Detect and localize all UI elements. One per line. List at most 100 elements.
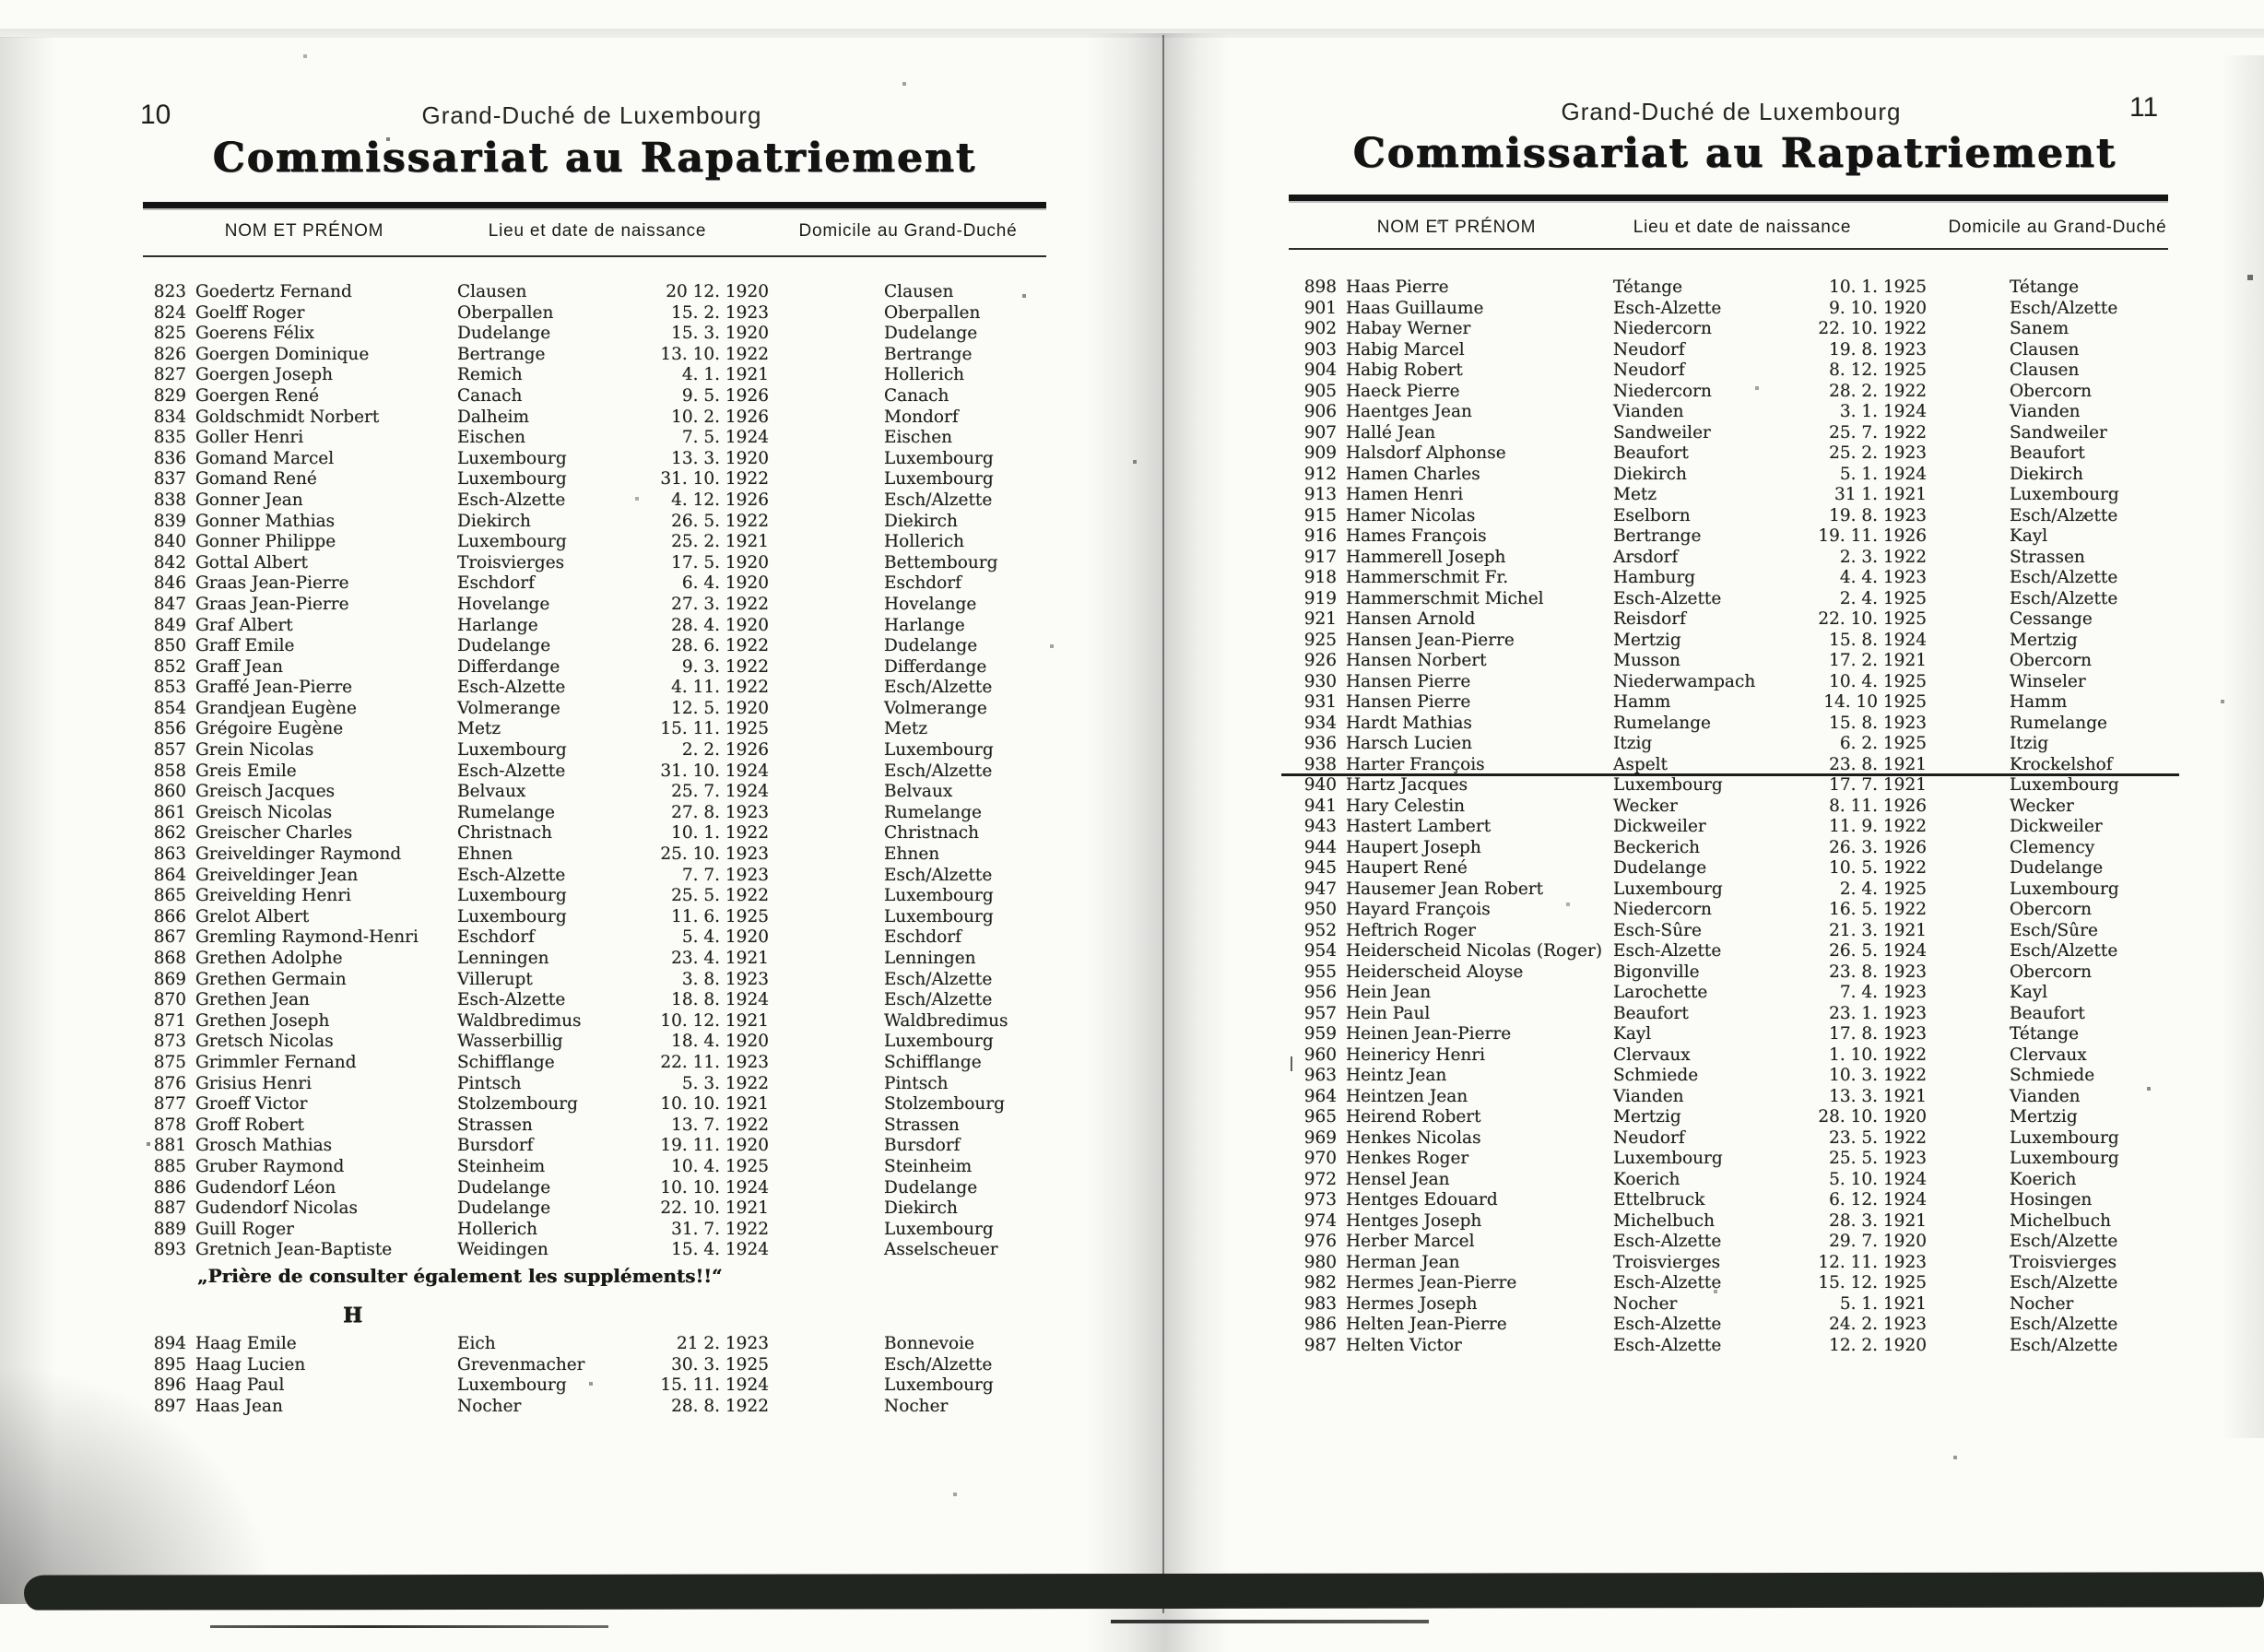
table-row: 902 Habay Werner Niedercorn 22. 10. 1922 San…	[1289, 319, 2168, 340]
cell-name: Gretsch Nicolas	[195, 1032, 334, 1052]
column-header-birth: Lieu et date de naissance	[488, 221, 707, 241]
cell-number: 866	[153, 906, 186, 926]
cell-domicile: Nocher	[2010, 1293, 2074, 1314]
cell-domicile: Rumelange	[2010, 713, 2107, 733]
cell-name: Herman Jean	[1346, 1252, 1460, 1272]
cell-name: Grethen Jean	[195, 990, 310, 1010]
cell-number: 827	[153, 365, 186, 385]
header-rule-thin	[143, 255, 1046, 257]
cell-birthdate: 17. 8. 1923	[1829, 1024, 1927, 1044]
cell-birthplace: Differdange	[457, 656, 560, 677]
cell-domicile: Dickweiler	[2010, 817, 2103, 836]
cell-birthdate: 26. 5. 1924	[1829, 941, 1927, 961]
table-row: 954 Heiderscheid Nicolas (Roger) Esch-Alze…	[1289, 941, 2168, 962]
cell-domicile: Obercorn	[2010, 962, 2093, 982]
cell-number: 945	[1303, 858, 1337, 878]
cell-name: Hentges Joseph	[1346, 1210, 1482, 1231]
cell-birthdate: 25. 5. 1923	[1829, 1149, 1927, 1168]
cell-number: 915	[1303, 505, 1337, 525]
cell-name: Hastert Lambert	[1346, 817, 1492, 836]
cell-name: Graas Jean-Pierre	[195, 573, 349, 594]
cell-number: 898	[1303, 277, 1337, 297]
cell-name: Heftrich Roger	[1346, 920, 1476, 940]
cell-name: Goergen Dominique	[195, 344, 370, 364]
cell-domicile: Esch/Alzette	[2010, 1335, 2118, 1355]
cell-birthplace: Mertzig	[1613, 1107, 1681, 1127]
cell-birthdate: 15. 11. 1924	[660, 1375, 769, 1396]
cell-birthplace: Larochette	[1613, 983, 1708, 1002]
cell-name: Hallé Jean	[1346, 422, 1436, 442]
table-row: 956 Hein Jean Larochette 7. 4. 1923 Kayl	[1289, 983, 2168, 1004]
cell-name: Hartz Jacques	[1346, 775, 1468, 795]
cell-birthplace: Rumelange	[457, 802, 555, 822]
register-table: 898 Haas Pierre Tétange 10. 1. 1925 Tétange 9…	[1281, 277, 2179, 1356]
cell-number: 918	[1303, 568, 1337, 587]
cell-domicile: Asselscheuer	[884, 1240, 998, 1260]
cell-birthdate: 18. 4. 1920	[671, 1032, 769, 1052]
cell-domicile: Beaufort	[2010, 443, 2085, 463]
cell-number: 895	[153, 1354, 186, 1375]
table-row: 834 Goldschmidt Norbert Dalheim 10. 2. 1926…	[140, 407, 1044, 429]
cell-number: 987	[1303, 1335, 1337, 1355]
cell-birthplace: Ehnen	[457, 844, 513, 865]
cell-domicile: Canach	[884, 385, 949, 406]
cell-name: Gomand René	[195, 469, 317, 490]
cell-birthdate: 5. 1. 1924	[1839, 464, 1927, 484]
cell-domicile: Esch/Alzette	[2010, 505, 2118, 525]
cell-name: Hary Celestin	[1346, 796, 1466, 816]
cell-birthdate: 27. 8. 1923	[671, 802, 769, 822]
cell-number: 824	[153, 302, 186, 323]
cell-birthplace: Wasserbillig	[457, 1032, 563, 1052]
cell-birthplace: Neudorf	[1613, 1127, 1685, 1148]
cell-birthdate: 2. 4. 1925	[1839, 879, 1927, 899]
cell-birthplace: Troisvierges	[1613, 1252, 1721, 1272]
cell-domicile: Luxembourg	[884, 448, 994, 468]
cell-name: Hausemer Jean Robert	[1346, 879, 1544, 899]
table-row: 969 Henkes Nicolas Neudorf 23. 5. 1922 Luxem…	[1289, 1128, 2168, 1150]
cell-name: Helten Jean-Pierre	[1346, 1315, 1507, 1334]
table-row: 926 Hansen Norbert Musson 17. 2. 1921 Oberco…	[1289, 651, 2168, 672]
cell-birthplace: Ettelbruck	[1613, 1190, 1705, 1210]
cell-domicile: Metz	[884, 719, 928, 739]
cell-number: 873	[153, 1032, 186, 1052]
cell-name: Hansen Norbert	[1346, 651, 1487, 670]
cell-domicile: Cessange	[2010, 609, 2093, 629]
cell-name: Hammerell Joseph	[1346, 547, 1506, 567]
table-row: 980 Herman Jean Troisvierges 12. 11. 1923 Tr…	[1289, 1253, 2168, 1274]
cell-name: Gonner Jean	[195, 490, 303, 510]
cell-birthplace: Eischen	[457, 428, 526, 448]
cell-birthdate: 15. 11. 1925	[660, 719, 769, 739]
cell-birthdate: 25. 10. 1923	[660, 844, 769, 865]
cell-birthdate: 4. 11. 1922	[671, 678, 769, 698]
cell-domicile: Luxembourg	[884, 740, 994, 761]
cell-number: 909	[1303, 443, 1337, 463]
cell-number: 871	[153, 1010, 186, 1031]
cell-birthplace: Schifflange	[457, 1052, 555, 1072]
cell-domicile: Kayl	[2010, 983, 2048, 1002]
table-row: 827 Goergen Joseph Remich 4. 1. 1921 Holleri…	[140, 365, 1044, 386]
cell-birthdate: 9. 10. 1920	[1829, 298, 1927, 318]
header-rule-thick	[1289, 195, 2168, 201]
cell-number: 903	[1303, 339, 1337, 360]
table-row: 965 Heirend Robert Mertzig 28. 10. 1920 Mert…	[1289, 1107, 2168, 1128]
cell-domicile: Nocher	[884, 1396, 949, 1416]
cell-name: Grosch Mathias	[195, 1136, 333, 1156]
cell-name: Goelff Roger	[195, 302, 305, 323]
cell-name: Henkes Roger	[1346, 1149, 1469, 1168]
table-row: 915 Hamer Nicolas Eselborn 19. 8. 1923 Esch/…	[1289, 506, 2168, 527]
cell-number: 861	[153, 802, 186, 822]
cell-birthdate: 8. 11. 1926	[1829, 796, 1927, 816]
table-row: 904 Habig Robert Neudorf 8. 12. 1925 Clausen	[1289, 360, 2168, 382]
cell-number: 964	[1303, 1086, 1337, 1106]
cell-domicile: Luxembourg	[884, 1219, 994, 1239]
cell-number: 944	[1303, 837, 1337, 857]
cell-birthdate: 7. 4. 1923	[1839, 983, 1927, 1002]
cell-domicile: Esch/Alzette	[2010, 1273, 2118, 1292]
cell-birthplace: Mertzig	[1613, 630, 1681, 650]
table-row: 838 Gonner Jean Esch-Alzette 4. 12. 1926 Esc…	[140, 490, 1044, 512]
cell-number: 955	[1303, 962, 1337, 982]
cell-name: Greiveldinger Jean	[195, 865, 359, 885]
cell-birthplace: Volmerange	[457, 698, 560, 718]
cell-birthplace: Esch-Alzette	[1613, 1273, 1722, 1292]
cell-name: Haeck Pierre	[1346, 381, 1460, 401]
